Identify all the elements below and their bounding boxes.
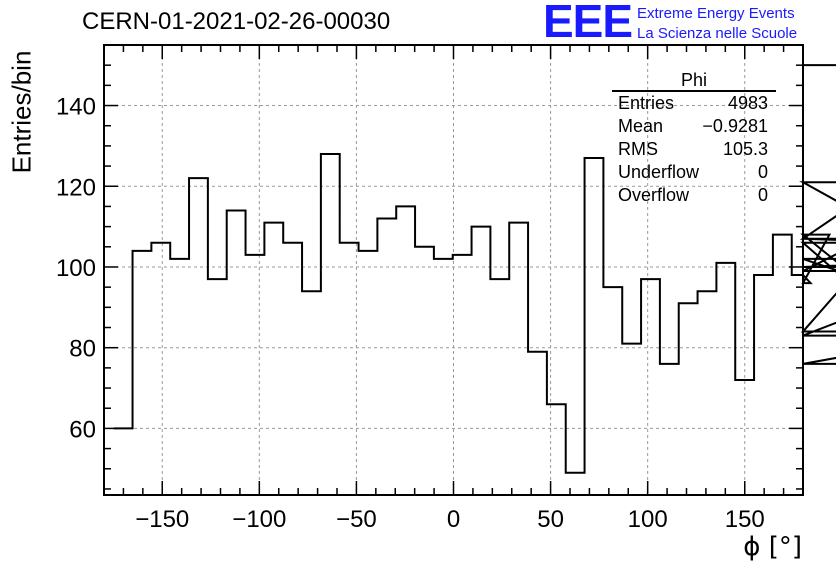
x-tick-label: 100	[628, 506, 668, 533]
chart-title: CERN-01-2021-02-26-00030	[82, 8, 391, 35]
stats-row-mean: Mean −0.9281	[612, 115, 776, 138]
histogram-line	[113, 64, 836, 474]
x-axis-label: ϕ [°]	[743, 532, 802, 562]
stats-row-underflow: Underflow 0	[612, 161, 776, 184]
logo-line-2: La Scienza nelle Scuole	[637, 25, 798, 42]
stats-label: Entries	[618, 93, 675, 113]
stats-row-entries: Entries 4983	[612, 92, 776, 115]
x-tick-label: 150	[725, 506, 765, 533]
stats-label: RMS	[618, 139, 658, 159]
x-tick-label: −150	[135, 506, 189, 533]
x-tick-label: 0	[447, 506, 460, 533]
x-tick-label: 50	[537, 506, 564, 533]
stats-value: −0.9281	[702, 116, 768, 136]
y-tick-label: 140	[56, 94, 96, 121]
y-tick-label: 60	[69, 416, 96, 443]
stats-title: Phi	[612, 70, 776, 92]
plot-frame	[103, 44, 804, 496]
stats-row-rms: RMS 105.3	[612, 138, 776, 161]
stats-box: Phi Entries 4983 Mean −0.9281 RMS 105.3 …	[612, 70, 776, 207]
stats-label: Overflow	[618, 185, 690, 205]
x-tick-label: −50	[336, 506, 377, 533]
stats-label: Underflow	[618, 162, 700, 182]
logo-line-1: Extreme Energy Events	[637, 5, 795, 22]
stats-value: 4983	[727, 93, 768, 113]
y-tick-label: 100	[56, 255, 96, 282]
y-tick-label: 80	[69, 336, 96, 363]
grid-lines	[104, 45, 803, 495]
stats-value: 105.3	[722, 139, 768, 159]
stats-value: 0	[757, 185, 768, 205]
tick-labels: −150 −100 −50 0 50 100 150 60 80 100 120 140	[56, 94, 765, 533]
stats-row-overflow: Overflow 0	[612, 184, 776, 207]
x-tick-label: −100	[232, 506, 286, 533]
logo-text: EEE	[543, 0, 633, 47]
y-tick-label: 120	[56, 174, 96, 201]
stats-value: 0	[757, 162, 768, 182]
stats-label: Mean	[618, 116, 664, 136]
